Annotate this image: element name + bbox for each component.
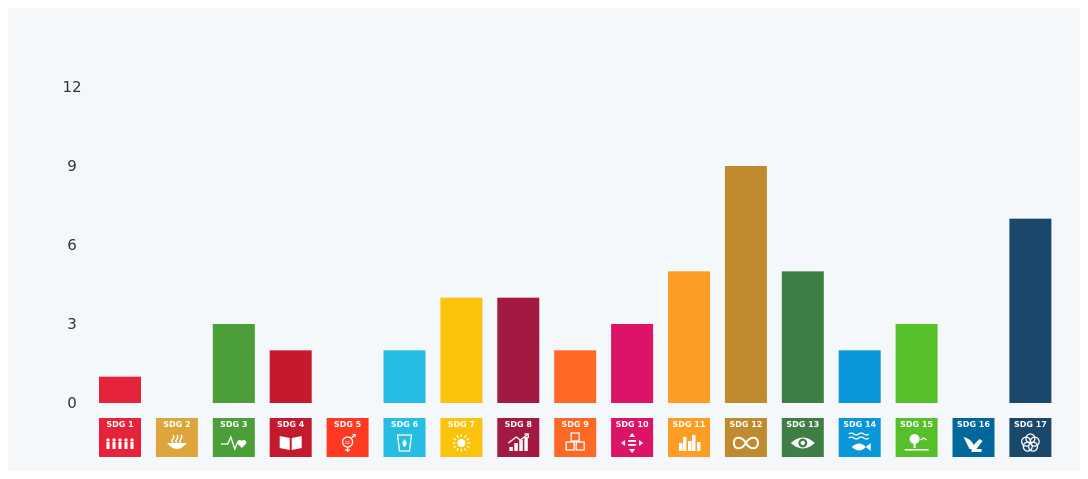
bar-sdg-15 <box>895 324 938 403</box>
bar-sdg-3 <box>212 324 255 403</box>
bar-sdg-14 <box>838 350 881 403</box>
tile-sdg-14: SDG 14 <box>838 418 881 457</box>
water-drop-icon <box>396 434 413 452</box>
tile-sdg-11: SDG 11 <box>668 418 710 457</box>
tile-sdg-6: SDG 6 <box>383 418 426 457</box>
x-tick-label: SDG 11 <box>673 420 706 429</box>
x-tick-label: SDG 13 <box>786 420 819 429</box>
cubes-icon <box>565 432 585 451</box>
x-tick-label: SDG 7 <box>448 420 475 429</box>
people-icon <box>106 438 134 449</box>
tile-sdg-9: SDG 9 <box>554 418 597 457</box>
tile-sdg-17: SDG 17 <box>1009 418 1052 457</box>
rings-icon <box>1020 433 1040 452</box>
bar-sdg-10 <box>611 324 654 403</box>
x-tick-label: SDG 5 <box>334 420 362 429</box>
chart-panel: 0 3 6 9 12 SDG 1 SDG 2 SDG 3 SDG 4 SDG 5 = SDG 6 SD… <box>8 8 1080 471</box>
bar-sdg-12 <box>724 166 767 403</box>
book-icon <box>279 436 302 450</box>
bar-sdg-11 <box>668 271 710 403</box>
x-tick-label: SDG 3 <box>220 420 247 429</box>
eye-globe-icon <box>790 437 815 449</box>
sdg-tiles: SDG 1 SDG 2 SDG 3 SDG 4 SDG 5 = SDG 6 SDG 7 SDG … <box>99 418 1052 457</box>
y-tick-label: 3 <box>67 315 77 333</box>
bowl-icon <box>166 434 187 449</box>
x-tick-label: SDG 2 <box>163 420 190 429</box>
x-tick-label: SDG 10 <box>616 420 649 429</box>
y-tick-label: 9 <box>67 157 77 175</box>
y-tick-label: 0 <box>67 394 77 412</box>
x-tick-label: SDG 6 <box>391 420 419 429</box>
fish-icon <box>848 432 871 451</box>
x-tick-label: SDG 12 <box>729 420 762 429</box>
x-tick-label: SDG 9 <box>562 420 590 429</box>
y-tick-label: 12 <box>62 78 81 96</box>
dove-icon <box>963 437 983 452</box>
bar-sdg-1 <box>99 376 141 403</box>
tile-sdg-3: SDG 3 <box>212 418 255 457</box>
x-tick-label: SDG 1 <box>106 420 134 429</box>
bar-sdg-4 <box>269 350 312 403</box>
x-tick-label: SDG 16 <box>957 420 990 429</box>
sun-icon <box>452 434 471 452</box>
tile-sdg-8: SDG 8 <box>497 418 540 457</box>
bar-sdg-6 <box>383 350 426 403</box>
tile-sdg-4: SDG 4 <box>269 418 312 457</box>
x-tick-label: SDG 4 <box>277 420 305 429</box>
tree-icon <box>904 434 929 451</box>
tile-sdg-5: SDG 5 = <box>326 418 369 457</box>
x-tick-label: SDG 8 <box>505 420 533 429</box>
tile-sdg-12: SDG 12 <box>724 418 767 457</box>
gender-icon: = <box>341 433 356 452</box>
tile-sdg-10: SDG 10 <box>611 418 654 457</box>
x-tick-label: SDG 15 <box>900 420 933 429</box>
bars <box>99 166 1052 403</box>
bar-sdg-8 <box>497 297 540 403</box>
bar-sdg-9 <box>554 350 597 403</box>
tile-sdg-15: SDG 15 <box>895 418 938 457</box>
infinity-icon <box>732 436 759 450</box>
y-tick-label: 6 <box>67 236 77 254</box>
bar-sdg-13 <box>781 271 824 403</box>
y-axis: 0 3 6 9 12 <box>62 78 81 412</box>
tile-sdg-1: SDG 1 <box>99 418 141 457</box>
x-tick-label: SDG 17 <box>1014 420 1047 429</box>
bar-sdg-17 <box>1009 218 1052 403</box>
growth-chart-icon <box>507 433 529 451</box>
equality-arrows-icon <box>621 433 644 453</box>
heartbeat-icon <box>220 435 247 451</box>
tile-sdg-7: SDG 7 <box>440 418 483 457</box>
svg-text:=: = <box>345 439 351 447</box>
city-icon <box>679 435 701 451</box>
x-tick-label: SDG 14 <box>843 420 876 429</box>
tile-sdg-2: SDG 2 <box>155 418 198 457</box>
bar-sdg-7 <box>440 297 483 403</box>
tile-sdg-13: SDG 13 <box>781 418 824 457</box>
tile-sdg-16: SDG 16 <box>952 418 995 457</box>
